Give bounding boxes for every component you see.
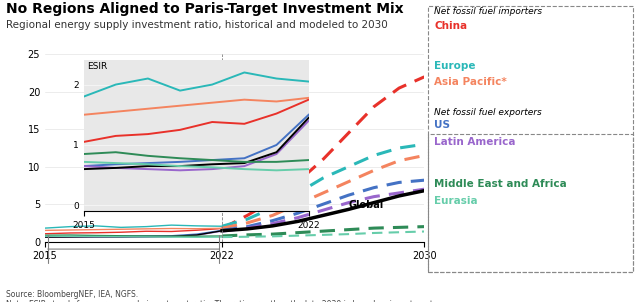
Text: China: China [434,21,467,31]
Text: Middle East and Africa: Middle East and Africa [434,179,566,189]
Text: Latin America: Latin America [434,137,516,147]
Text: Source: BloombergNEF, IEA, NGFS.
Note: ESIR stands for energy supply investment : Source: BloombergNEF, IEA, NGFS. Note: E… [6,290,438,302]
Text: Net fossil fuel importers: Net fossil fuel importers [434,7,542,16]
Text: Regional energy supply investment ratio, historical and modeled to 2030: Regional energy supply investment ratio,… [6,20,388,30]
Text: No Regions Aligned to Paris-Target Investment Mix: No Regions Aligned to Paris-Target Inves… [6,2,404,15]
Text: Global: Global [349,200,384,210]
Text: US: US [434,120,450,130]
Text: Net fossil fuel exporters: Net fossil fuel exporters [434,108,542,117]
Text: Europe: Europe [434,62,476,72]
Text: ESIR: ESIR [87,63,107,72]
Text: Eurasia: Eurasia [434,196,478,206]
Text: Asia Pacific*: Asia Pacific* [434,77,507,87]
